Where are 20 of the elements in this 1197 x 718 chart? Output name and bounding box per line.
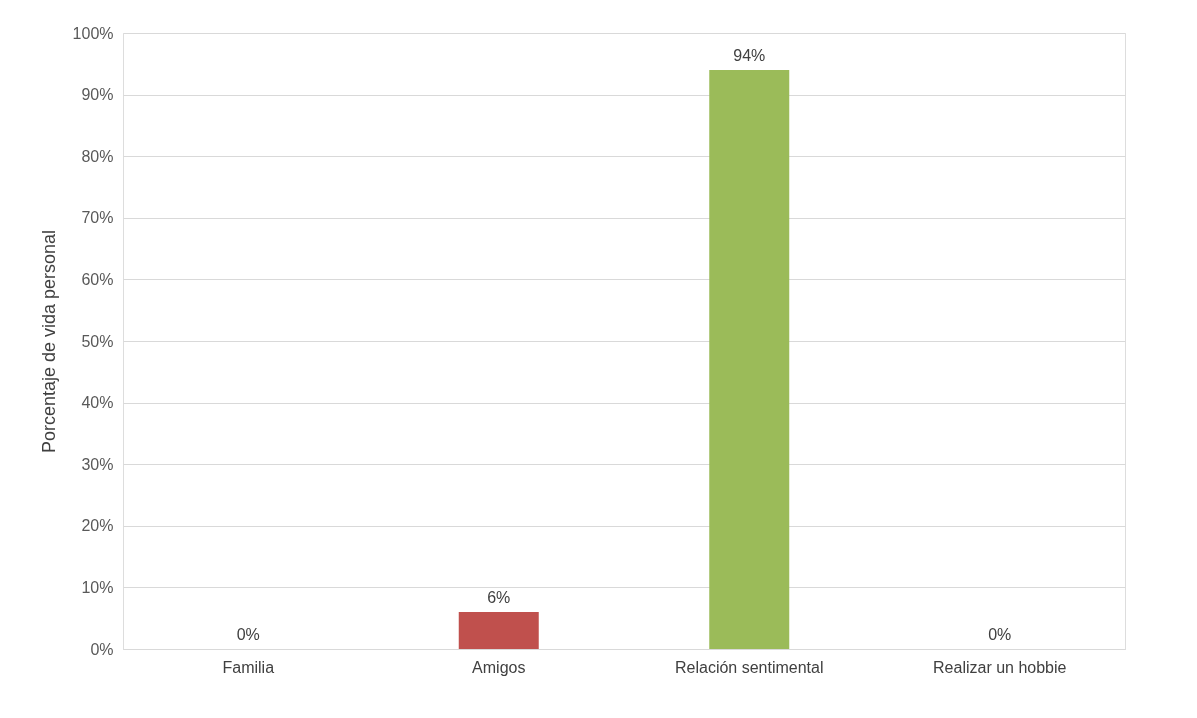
y-tick-label: 70%	[81, 209, 114, 227]
data-label: 0%	[988, 626, 1012, 643]
x-tick-label: Amigos	[472, 658, 526, 676]
y-axis-title: Porcentaje de vida personal	[38, 229, 59, 454]
x-tick-label: Realizar un hobbie	[933, 658, 1067, 676]
y-tick-label: 10%	[81, 578, 114, 596]
y-tick-label: 60%	[81, 270, 114, 288]
data-label: 6%	[487, 589, 511, 607]
y-tick-label: 30%	[81, 455, 114, 473]
x-tick-label: Relación sentimental	[674, 658, 824, 676]
y-tick-label: 90%	[81, 86, 114, 104]
y-tick-label: 50%	[81, 332, 114, 350]
y-tick-label: 100%	[72, 24, 114, 42]
y-tick-label: 80%	[81, 147, 114, 165]
y-tick-label: 20%	[81, 517, 114, 535]
data-label: 94%	[733, 46, 766, 64]
data-label: 0%	[236, 626, 260, 643]
y-tick-label: 0%	[90, 640, 114, 658]
y-tick-label: 40%	[81, 394, 114, 412]
x-tick-label: Familia	[222, 658, 275, 676]
